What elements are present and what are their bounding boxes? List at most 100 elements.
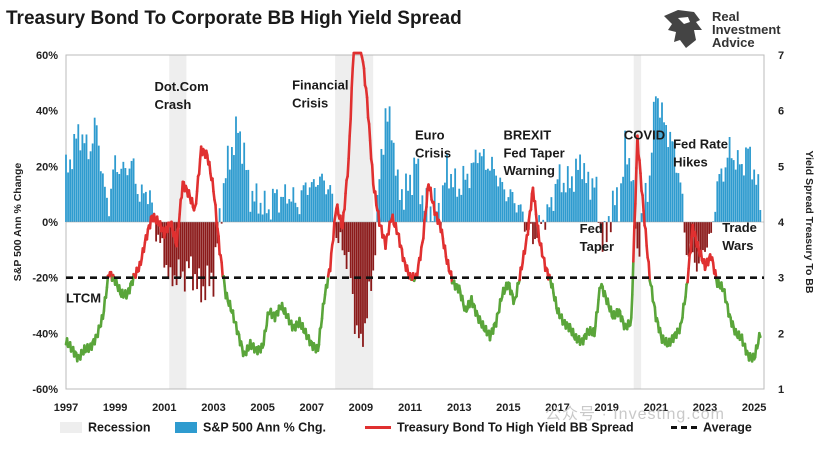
sp500-bar xyxy=(83,143,86,222)
sp500-bar xyxy=(114,155,117,222)
sp500-bar xyxy=(95,125,98,222)
spread-segment xyxy=(593,324,597,338)
sp500-bar xyxy=(505,201,508,222)
sp500-bar xyxy=(99,171,102,222)
spread-segment xyxy=(93,333,97,346)
sp500-bar xyxy=(179,222,182,278)
sp500-bar xyxy=(400,189,403,222)
sp500-bar xyxy=(159,222,162,243)
sp500-bar xyxy=(544,222,547,230)
y-right-tick-label: 2 xyxy=(778,328,784,340)
sp500-bar xyxy=(702,222,704,251)
sp500-bar xyxy=(366,222,368,319)
sp500-bar xyxy=(583,163,586,222)
sp500-bar xyxy=(632,180,635,222)
sp500-bar xyxy=(276,189,278,222)
sp500-bar xyxy=(722,181,725,222)
sp500-bar xyxy=(419,204,422,222)
sp500-bar xyxy=(501,181,504,222)
logo-text: Real Investment Advice xyxy=(712,10,781,49)
sp500-bar xyxy=(67,172,69,222)
sp500-bar xyxy=(190,222,192,257)
spread-segment xyxy=(681,302,685,320)
x-tick-label: 2005 xyxy=(250,402,274,414)
sp500-bar xyxy=(693,222,696,263)
spread-segment xyxy=(212,190,216,202)
spread-line xyxy=(64,51,762,363)
event-annotation: Crash xyxy=(154,97,191,112)
event-annotation: Fed xyxy=(580,221,603,236)
sp500-bar xyxy=(355,222,358,326)
sp500-bar xyxy=(734,169,737,222)
sp500-bar xyxy=(124,168,127,222)
y-right-tick-label: 4 xyxy=(778,217,785,229)
sp500-bar xyxy=(298,214,301,222)
spread-segment xyxy=(329,243,334,255)
event-annotation: BREXIT xyxy=(503,128,551,143)
sp500-bar xyxy=(611,190,614,222)
spread-segment xyxy=(195,174,200,193)
sp500-bar xyxy=(700,222,702,252)
spread-segment xyxy=(394,221,399,236)
sp500-bar xyxy=(587,171,590,222)
legend-label-spread: Treasury Bond To High Yield BB Spread xyxy=(397,420,634,435)
event-annotation: Financial xyxy=(292,78,348,93)
spread-segment xyxy=(581,334,586,346)
sp500-bar xyxy=(657,98,659,222)
spread-segment xyxy=(419,246,423,262)
event-annotation: Hikes xyxy=(673,154,708,169)
sp500-bar xyxy=(704,222,706,252)
event-annotation: Fed Taper xyxy=(503,145,564,160)
sp500-bar xyxy=(378,179,381,222)
sp500-bar xyxy=(138,201,141,222)
event-annotation: Wars xyxy=(722,238,753,253)
sp500-bar xyxy=(429,206,432,222)
sp500-bar xyxy=(257,213,260,222)
spread-segment xyxy=(322,293,327,305)
sp500-bar xyxy=(304,182,307,222)
spread-segment xyxy=(684,283,688,299)
spread-segment xyxy=(645,244,649,260)
spread-segment xyxy=(644,227,648,248)
legend-swatch-recession xyxy=(60,422,82,434)
sp500-bar xyxy=(218,208,221,222)
sp500-bar xyxy=(345,222,348,270)
sp500-bar xyxy=(511,191,514,222)
sp500-bar xyxy=(296,207,299,222)
spread-segment xyxy=(336,203,340,216)
y-right-tick-label: 7 xyxy=(778,50,784,62)
sp500-bar xyxy=(474,149,477,222)
sp500-bar xyxy=(73,134,76,222)
sp500-bar xyxy=(372,222,375,271)
sp500-bar xyxy=(255,183,258,222)
logo-line1: Real xyxy=(712,9,740,24)
sp500-bar xyxy=(317,184,319,222)
spread-segment xyxy=(128,282,132,295)
event-annotation: COVID xyxy=(624,128,665,143)
sp500-bar xyxy=(91,143,94,222)
spread-segment xyxy=(96,324,101,339)
sp500-bar xyxy=(204,222,207,301)
spread-segment xyxy=(515,281,519,298)
spread-segment xyxy=(415,264,420,278)
sp500-bar xyxy=(620,183,622,222)
sp500-bar xyxy=(708,222,711,234)
legend-item-spread: Treasury Bond To High Yield BB Spread xyxy=(365,420,634,435)
sp500-bar xyxy=(321,173,323,222)
spread-segment xyxy=(373,190,378,207)
sp500-bar xyxy=(282,196,285,222)
sp500-bar xyxy=(720,168,723,222)
sp500-bar xyxy=(724,167,727,222)
sp500-bar xyxy=(648,175,651,222)
sp500-bar xyxy=(118,173,121,222)
spread-segment xyxy=(609,305,614,318)
sp500-bar xyxy=(743,175,745,222)
sp500-bar xyxy=(740,164,743,222)
x-tick-label: 1997 xyxy=(54,402,78,414)
sp500-bar xyxy=(458,188,461,222)
sp500-bar xyxy=(210,222,213,273)
spread-segment xyxy=(534,213,539,227)
sp500-bar xyxy=(568,188,571,222)
spread-segment xyxy=(686,267,690,284)
sp500-bar xyxy=(753,169,756,222)
